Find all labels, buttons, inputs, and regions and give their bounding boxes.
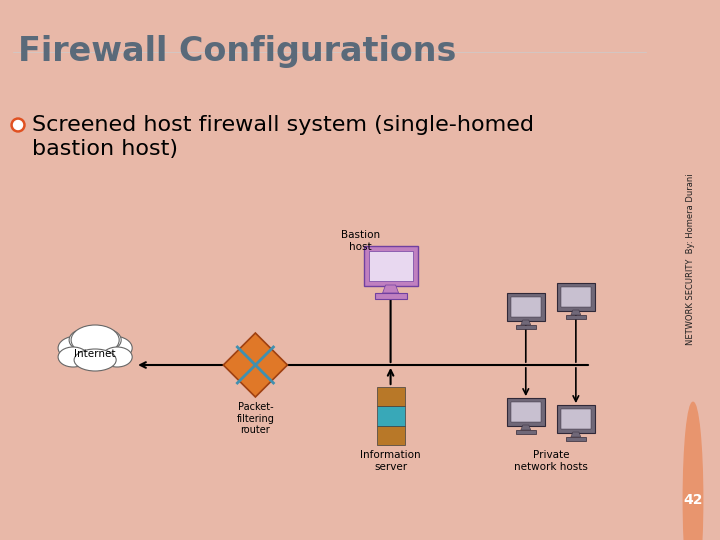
Text: bastion host): bastion host) [32, 139, 178, 159]
FancyBboxPatch shape [377, 387, 405, 406]
FancyBboxPatch shape [510, 402, 541, 422]
Ellipse shape [102, 347, 132, 367]
Text: Private
network hosts: Private network hosts [514, 450, 588, 471]
Ellipse shape [74, 349, 116, 371]
Text: Screened host firewall system (single-homed: Screened host firewall system (single-ho… [32, 115, 534, 135]
Text: 42: 42 [683, 492, 703, 507]
Ellipse shape [58, 336, 96, 360]
Text: Bastion
host: Bastion host [341, 230, 380, 252]
FancyBboxPatch shape [377, 406, 405, 426]
Circle shape [11, 118, 25, 132]
Ellipse shape [60, 340, 130, 368]
Ellipse shape [71, 325, 120, 355]
FancyBboxPatch shape [510, 297, 541, 317]
Polygon shape [521, 425, 531, 430]
Text: Internet: Internet [74, 349, 116, 359]
FancyBboxPatch shape [374, 293, 407, 299]
FancyBboxPatch shape [516, 430, 536, 434]
FancyBboxPatch shape [377, 426, 405, 445]
Polygon shape [521, 320, 531, 325]
FancyBboxPatch shape [566, 437, 586, 441]
Polygon shape [382, 285, 399, 293]
FancyBboxPatch shape [507, 398, 545, 426]
FancyBboxPatch shape [561, 409, 591, 429]
FancyBboxPatch shape [566, 315, 586, 319]
Text: NETWORK SECURITY  By: Homera Durani: NETWORK SECURITY By: Homera Durani [685, 173, 695, 345]
Text: Firewall Configurations: Firewall Configurations [18, 35, 456, 68]
Circle shape [14, 120, 22, 130]
FancyBboxPatch shape [561, 287, 591, 307]
Text: Packet-
filtering
router: Packet- filtering router [236, 402, 274, 435]
Ellipse shape [89, 329, 121, 351]
FancyBboxPatch shape [557, 283, 595, 311]
FancyBboxPatch shape [369, 251, 413, 281]
Ellipse shape [58, 347, 88, 367]
Polygon shape [223, 333, 287, 397]
FancyBboxPatch shape [364, 246, 418, 286]
Circle shape [683, 402, 703, 540]
Polygon shape [571, 432, 581, 437]
Ellipse shape [94, 336, 132, 360]
Polygon shape [571, 310, 581, 315]
FancyBboxPatch shape [516, 325, 536, 329]
Ellipse shape [69, 329, 101, 351]
FancyBboxPatch shape [507, 293, 545, 321]
Text: Information
server: Information server [360, 450, 421, 471]
FancyBboxPatch shape [557, 405, 595, 433]
